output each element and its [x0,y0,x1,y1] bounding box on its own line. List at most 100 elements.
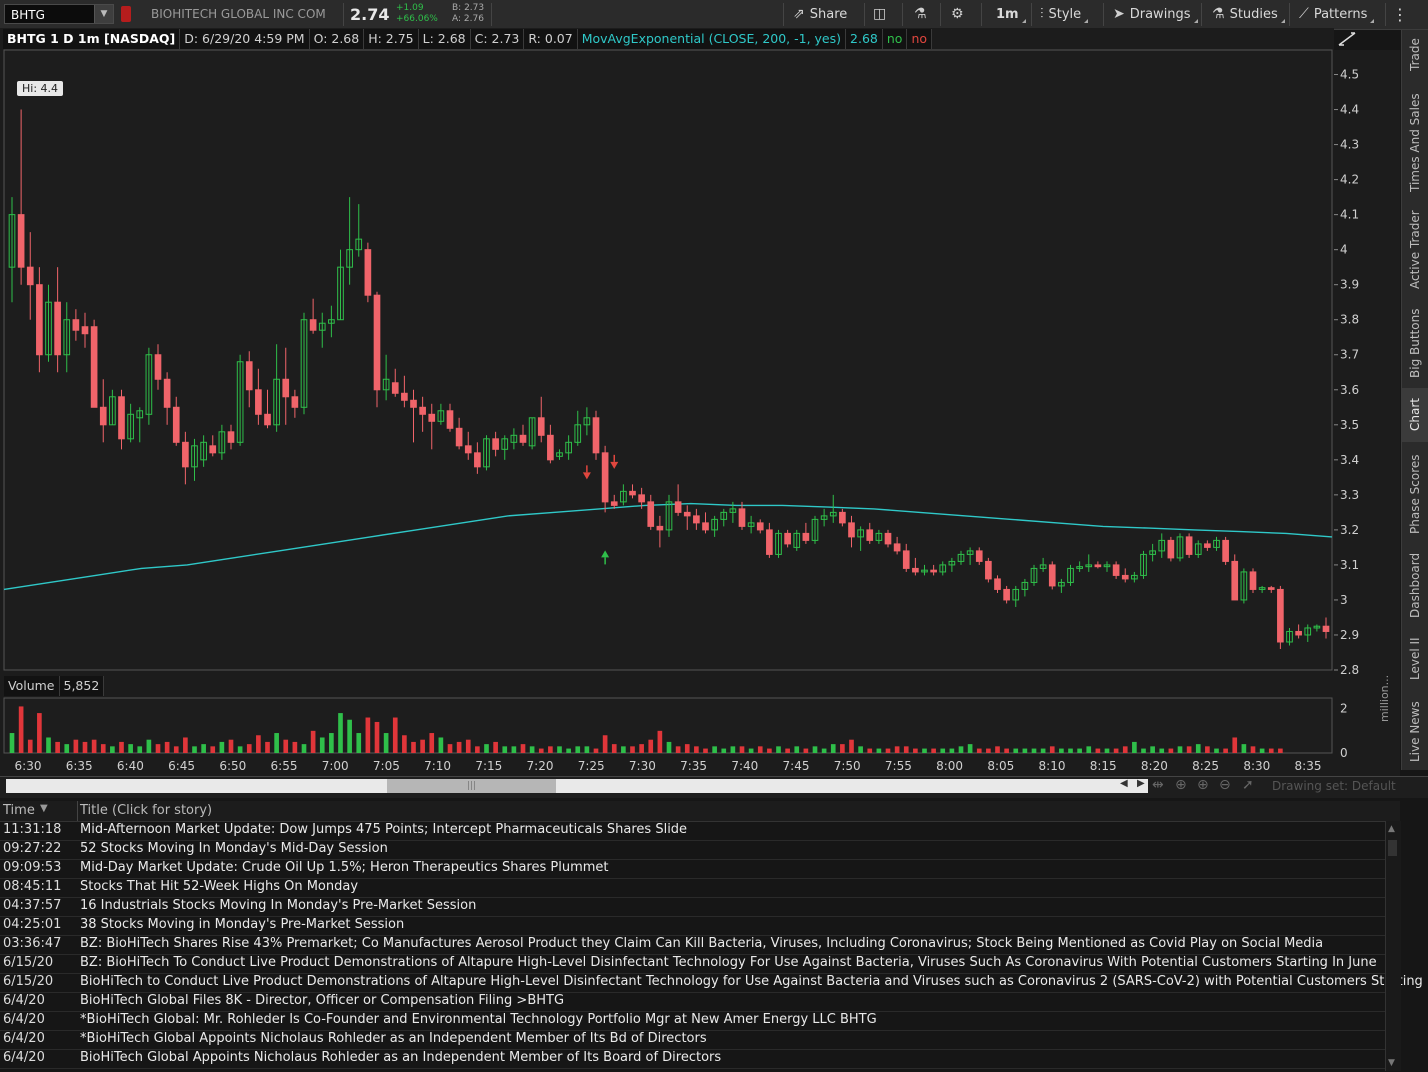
snapshot-button[interactable]: ◫ [873,0,891,29]
volume-bar [666,741,672,753]
candle-body [966,550,974,555]
candle-body [638,494,645,503]
timeframe-button[interactable]: 1m [996,0,1026,29]
tab-phase-scores[interactable]: Phase Scores [1408,454,1422,534]
link-group-badge[interactable] [121,6,131,22]
scroll-up-icon[interactable]: ▲ [1388,824,1395,834]
chart-expand-icon[interactable] [1336,30,1358,48]
pan-icon[interactable]: ⇹ [1152,777,1164,793]
drawings-button[interactable]: ➤ Drawings [1113,0,1198,29]
x-tick-label: 7:35 [680,759,707,773]
more-menu-button[interactable]: ⋮ [1392,5,1408,24]
news-row[interactable]: 04:37:57 16 Industrials Stocks Moving In … [0,897,1385,917]
news-row[interactable]: 6/4/20 BioHiTech Global Files 8K - Direct… [0,992,1385,1012]
news-title[interactable]: BZ: BioHiTech Shares Rise 43% Premarket;… [80,936,1324,951]
pointer-icon[interactable]: ➚ [1242,777,1254,793]
drawing-set-label[interactable]: Drawing set: Default [1272,779,1396,793]
tab-trade[interactable]: Trade [1408,38,1422,72]
column-divider[interactable] [77,801,78,821]
tab-big-buttons[interactable]: Big Buttons [1408,308,1422,378]
sort-desc-icon[interactable]: ▼ [40,803,48,814]
candle-body [446,410,454,429]
volume-bar [365,717,371,753]
share-button[interactable]: ⇗ Share [793,0,847,29]
news-title[interactable]: 16 Industrials Stocks Moving In Monday's… [80,898,477,913]
volume-bar [630,746,635,753]
news-row[interactable]: 6/4/20 *BioHiTech Global Appoints Nichola… [0,1030,1385,1050]
news-title[interactable]: Mid-Afternoon Market Update: Dow Jumps 4… [80,822,688,837]
news-title[interactable]: Mid-Day Market Update: Crude Oil Up 1.5%… [80,860,609,875]
news-title[interactable]: 52 Stocks Moving In Monday's Mid-Day Ses… [80,841,388,856]
candle-body [136,410,144,419]
price-axis[interactable]: 4.5 4.4 4.3 4.2 4.1 4 3.9 3.8 3.7 3.6 3.5 3.4 3.3 3.2… [1334,50,1400,776]
volume-bar [18,706,24,753]
tab-dashboard[interactable]: Dashboard [1408,552,1422,618]
news-row[interactable]: 6/4/20 *BioHiTech Global: Mr. Rohleder Is… [0,1011,1385,1031]
zoom-in-icon[interactable]: ⊕ [1197,777,1209,793]
candle-body [1021,581,1029,590]
study-label[interactable]: MovAvgExponential (CLOSE, 200, -1, yes) [577,29,847,49]
volume-bar [228,739,234,753]
news-row[interactable]: 03:36:47 BZ: BioHiTech Shares Rise 43% Pr… [0,935,1385,955]
news-title[interactable]: Stocks That Hit 52-Week Highs On Monday [80,879,359,894]
news-row[interactable]: 09:09:53 Mid-Day Market Update: Crude Oil… [0,859,1385,879]
news-title[interactable]: BioHiTech Global Files 8K - Director, Of… [80,993,565,1008]
news-title[interactable]: 38 Stocks Moving in Monday's Pre-Market … [80,917,405,932]
news-row[interactable]: 6/15/20 BioHiTech to Conduct Live Product… [0,973,1428,993]
news-scrollbar[interactable] [1385,821,1401,1071]
news-title[interactable]: *BioHiTech Global: Mr. Rohleder Is Co-Fo… [80,1012,877,1027]
news-title[interactable]: *BioHiTech Global Appoints Nicholaus Roh… [80,1031,707,1046]
news-title[interactable]: BioHiTech Global Appoints Nicholaus Rohl… [80,1050,722,1065]
volume-bar [621,746,626,753]
news-col-title[interactable]: Title (Click for story) [80,803,213,818]
news-row[interactable]: 04:25:01 38 Stocks Moving in Monday's Pre… [0,916,1385,936]
settings-button[interactable]: ⚙ [951,0,969,29]
symbol-dropdown-icon[interactable]: ▼ [94,5,113,23]
down-arrow-icon [582,472,591,480]
volume-bar [429,733,435,753]
news-row[interactable]: 6/15/20 BZ: BioHiTech To Conduct Live Pro… [0,954,1385,974]
scroll-down-icon[interactable]: ▼ [1388,1058,1395,1068]
news-row[interactable]: 11:31:18 Mid-Afternoon Market Update: Dow… [0,821,1385,841]
volume-bar [1223,748,1228,753]
chart-scrollbar[interactable] [6,779,1148,793]
volume-bar [1214,748,1219,753]
news-row[interactable]: 09:27:22 52 Stocks Moving In Monday's Mid… [0,840,1385,860]
crosshair-icon[interactable]: ⊕ [1175,777,1187,793]
chart-symbol[interactable]: BHTG 1 D 1m [NASDAQ] [3,29,181,49]
x-tick-label: 7:10 [424,759,451,773]
studies-button[interactable]: ⚗ Studies [1212,0,1285,29]
scroll-left-icon[interactable]: ◀ [1120,778,1128,789]
y-tick-label: 3.5 [1340,418,1359,432]
volume-label[interactable]: Volume [4,676,60,696]
style-button[interactable]: ⫶ Style [1040,0,1089,29]
news-title[interactable]: BZ: BioHiTech To Conduct Live Product De… [80,955,1377,970]
tab-level-ii[interactable]: Level II [1408,637,1422,681]
patterns-button[interactable]: ⟋ Patterns [1299,0,1375,29]
y-tick-label: 3 [1340,593,1348,607]
tab-active-trader[interactable]: Active Trader [1408,210,1422,290]
chart-scroll-thumb[interactable]: ||| [387,779,556,793]
news-title[interactable]: BioHiTech to Conduct Live Product Demons… [80,974,1428,989]
volume-bar [447,744,453,753]
news-row[interactable]: 08:45:11 Stocks That Hit 52-Week Highs On… [0,878,1385,898]
chart-canvas[interactable]: 6:30 6:35 6:40 6:45 6:50 6:55 7:00 7:05 7:10 7:15… [0,28,1334,776]
toolbar-separator [902,3,903,26]
news-row[interactable]: 6/4/20 BioHiTech Global Appoints Nicholau… [0,1049,1385,1069]
chart-low: L: 2.68 [418,29,471,49]
volume-bar [201,744,206,753]
studies-flask-button[interactable]: ⚗ [914,0,932,29]
price-pane[interactable] [3,49,1333,671]
x-tick-label: 8:05 [987,759,1014,773]
zoom-out-icon[interactable]: ⊖ [1219,777,1231,793]
symbol-input[interactable]: BHTG ▼ [4,4,114,24]
news-time: 04:25:01 [3,917,62,932]
scroll-right-icon[interactable]: ▶ [1137,778,1145,789]
tab-live-news[interactable]: Live News [1408,701,1422,763]
drawings-label: Drawings [1129,7,1191,22]
volume-bar [776,746,781,753]
news-scroll-thumb[interactable] [1388,840,1397,856]
news-col-time[interactable]: Time [3,803,35,818]
tab-times-and-sales[interactable]: Times And Sales [1408,93,1422,192]
tab-chart[interactable]: Chart [1402,388,1428,442]
